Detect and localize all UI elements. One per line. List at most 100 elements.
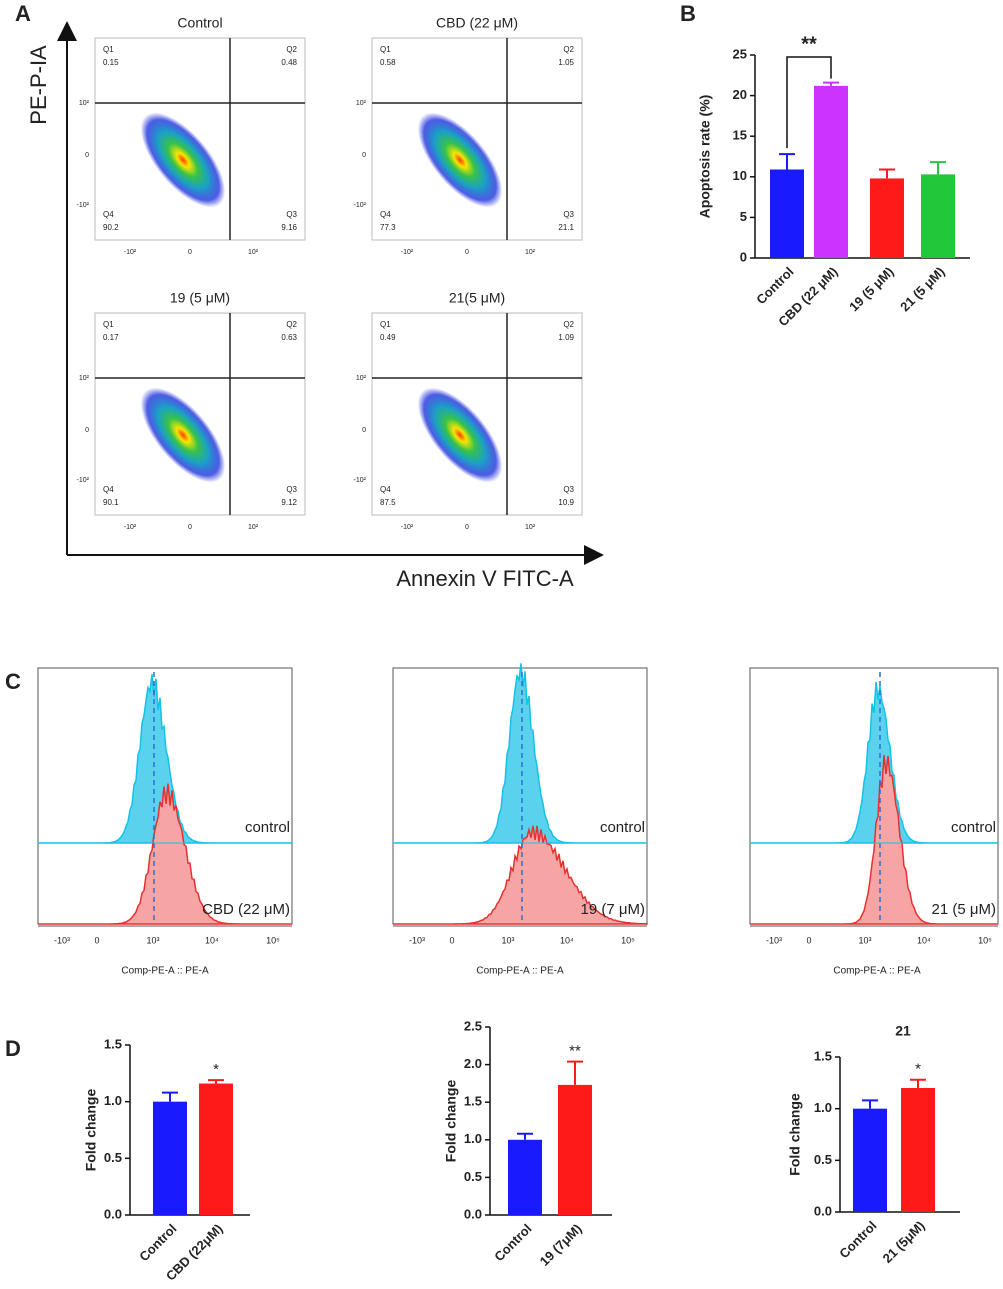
quadrant-name: Q2 — [563, 45, 574, 54]
flow-y-tick: -10² — [354, 477, 367, 484]
hist-x-tick: 10³ — [501, 935, 514, 945]
quadrant-name: Q1 — [103, 45, 114, 54]
quadrant-name: Q4 — [103, 485, 114, 494]
quadrant-value: 0.17 — [103, 333, 119, 342]
flow-x-tick: -10² — [401, 249, 414, 256]
hist-x-tick: -10³ — [766, 935, 782, 945]
plot-frame — [94, 312, 306, 516]
quadrant-value: 0.58 — [380, 58, 396, 67]
hist-x-label: Comp-PE-A :: PE-A — [121, 966, 209, 977]
error-bar — [517, 1132, 533, 1140]
hist-x-tick: 0 — [94, 935, 99, 945]
error-bar — [910, 1078, 926, 1088]
bar — [870, 178, 904, 258]
flow-y-tick: 10² — [356, 375, 367, 382]
hist-x-tick: 10⁵ — [978, 935, 992, 945]
sample-histogram — [750, 754, 998, 925]
hist-x-tick: 10⁵ — [266, 935, 280, 945]
y-tick-label: 2.0 — [464, 1056, 482, 1071]
hist-x-tick: -10³ — [409, 935, 425, 945]
quadrant-name: Q1 — [380, 45, 391, 54]
flow-y-label: PE-P-IA — [26, 45, 51, 125]
y-tick-label: 0.5 — [464, 1169, 482, 1184]
y-axis-label: Apoptosis rate (%) — [697, 95, 713, 219]
sample-label: CBD (22 μM) — [202, 901, 290, 918]
quadrant-name: Q1 — [380, 320, 391, 329]
plot-title: 19 (5 μM) — [170, 290, 230, 306]
error-bar — [162, 1091, 178, 1102]
significance: * — [213, 1061, 219, 1078]
plot-frame — [94, 37, 306, 241]
significance: ** — [801, 33, 817, 55]
x-tick-label: Control — [753, 264, 796, 307]
flow-x-tick: 0 — [465, 249, 469, 256]
flow-x-tick: 10² — [248, 249, 259, 256]
error-bar — [930, 161, 946, 175]
bar — [921, 174, 955, 258]
y-tick-label: 1.0 — [814, 1100, 832, 1115]
y-tick-label: 0.0 — [464, 1206, 482, 1221]
quadrant-value: 0.49 — [380, 333, 396, 342]
chart-title: 21 — [895, 1023, 911, 1039]
bar — [508, 1139, 542, 1215]
density-cloud — [417, 387, 503, 483]
bar — [770, 169, 804, 258]
density-cloud — [140, 112, 226, 208]
bar — [199, 1083, 233, 1215]
hist-x-label: Comp-PE-A :: PE-A — [476, 966, 564, 977]
plot-title: 21(5 μM) — [449, 290, 505, 306]
quadrant-name: Q3 — [563, 210, 574, 219]
flow-x-tick: 10² — [525, 249, 536, 256]
flow-y-tick: 0 — [85, 152, 89, 159]
y-tick-label: 0.5 — [814, 1152, 832, 1167]
y-tick-label: 10 — [733, 168, 747, 183]
y-tick-label: 1.0 — [104, 1093, 122, 1108]
y-axis-label: Fold change — [83, 1089, 99, 1172]
flow-x-tick: -10² — [124, 249, 137, 256]
hist-x-tick: 10³ — [146, 935, 159, 945]
quadrant-value: 9.12 — [281, 498, 297, 507]
flow-x-tick: 10² — [248, 524, 259, 531]
quadrant-value: 21.1 — [558, 223, 574, 232]
flow-y-tick: 10² — [79, 100, 90, 107]
quadrant-value: 90.1 — [103, 498, 119, 507]
quadrant-value: 1.05 — [558, 58, 574, 67]
x-tick-label: Control — [491, 1221, 534, 1264]
x-tick-label: 21 (5 μM) — [897, 264, 947, 314]
y-tick-label: 0 — [740, 249, 747, 264]
flow-y-tick: -10² — [77, 202, 90, 209]
sample-label: 19 (7 μM) — [581, 901, 646, 918]
y-tick-label: 20 — [733, 87, 747, 102]
significance-bracket — [786, 56, 832, 149]
quadrant-value: 77.3 — [380, 223, 396, 232]
quadrant-name: Q3 — [286, 485, 297, 494]
panel-label: C — [5, 669, 21, 694]
flow-x-tick: 0 — [188, 249, 192, 256]
quadrant-name: Q4 — [103, 210, 114, 219]
hist-x-tick: 0 — [806, 935, 811, 945]
quadrant-value: 87.5 — [380, 498, 396, 507]
hist-x-tick: 0 — [449, 935, 454, 945]
quadrant-value: 0.15 — [103, 58, 119, 67]
error-bar — [823, 81, 839, 86]
bar — [814, 85, 848, 258]
quadrant-value: 0.63 — [281, 333, 297, 342]
y-tick-label: 1.0 — [464, 1131, 482, 1146]
flow-y-tick: 0 — [85, 427, 89, 434]
quadrant-value: 10.9 — [558, 498, 574, 507]
y-tick-label: 1.5 — [104, 1036, 122, 1051]
panel-label: D — [5, 1036, 21, 1061]
plot-title: CBD (22 μM) — [436, 15, 518, 31]
plot-frame — [371, 312, 583, 516]
panel-label: A — [15, 1, 31, 26]
flow-y-tick: 0 — [362, 152, 366, 159]
bar — [901, 1088, 935, 1212]
hist-x-tick: 10³ — [858, 935, 871, 945]
significance: * — [915, 1061, 921, 1078]
y-tick-label: 0.0 — [814, 1203, 832, 1218]
flow-x-tick: -10² — [401, 524, 414, 531]
y-tick-label: 0.5 — [104, 1150, 122, 1165]
quadrant-name: Q3 — [563, 485, 574, 494]
quadrant-value: 90.2 — [103, 223, 119, 232]
density-cloud — [140, 387, 226, 483]
